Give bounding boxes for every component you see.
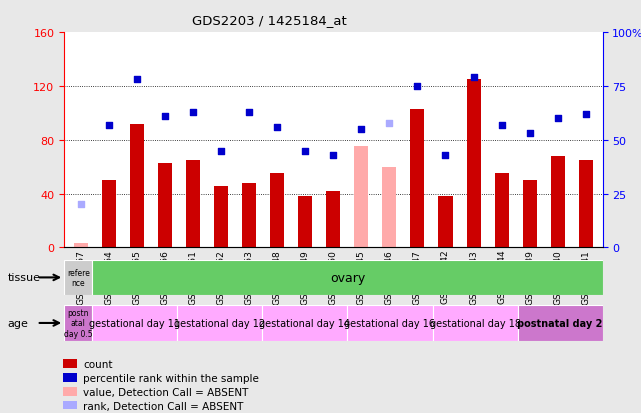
Bar — [214, 186, 228, 248]
Point — [496, 122, 506, 129]
Text: postn
atal
day 0.5: postn atal day 0.5 — [64, 309, 92, 338]
Bar — [410, 109, 424, 248]
Text: gestational day 16: gestational day 16 — [344, 318, 435, 328]
Bar — [495, 174, 508, 248]
Bar — [522, 180, 537, 248]
Bar — [551, 157, 565, 248]
Text: gestational day 11: gestational day 11 — [90, 318, 181, 328]
Bar — [262, 306, 347, 341]
Bar — [64, 260, 92, 295]
Bar — [271, 174, 284, 248]
Text: count: count — [83, 359, 113, 369]
Point — [469, 75, 479, 81]
Bar — [383, 167, 396, 248]
Text: gestational day 12: gestational day 12 — [174, 318, 265, 328]
Bar — [64, 306, 92, 341]
Bar — [517, 306, 603, 341]
Point — [160, 114, 171, 120]
Point — [553, 116, 563, 122]
Point — [104, 122, 114, 129]
Bar — [92, 306, 178, 341]
Text: tissue: tissue — [8, 273, 40, 282]
Text: value, Detection Call = ABSENT: value, Detection Call = ABSENT — [83, 387, 249, 396]
Point — [581, 112, 591, 118]
Point — [188, 109, 198, 116]
Bar — [467, 80, 481, 248]
Text: postnatal day 2: postnatal day 2 — [517, 318, 603, 328]
Point — [524, 131, 535, 137]
Point — [272, 124, 282, 131]
Point — [216, 148, 226, 154]
Bar — [298, 197, 312, 248]
Text: refere
nce: refere nce — [67, 268, 90, 287]
Bar — [354, 147, 369, 248]
Point — [132, 77, 142, 83]
Bar — [74, 244, 88, 248]
Bar — [579, 161, 593, 248]
Text: GDS2203 / 1425184_at: GDS2203 / 1425184_at — [192, 14, 347, 27]
Bar — [102, 180, 116, 248]
Text: percentile rank within the sample: percentile rank within the sample — [83, 373, 259, 383]
Bar — [438, 197, 453, 248]
Bar — [63, 387, 78, 396]
Bar — [63, 359, 78, 368]
Point — [76, 202, 86, 208]
Point — [440, 152, 451, 159]
Bar — [158, 163, 172, 248]
Point — [328, 152, 338, 159]
Point — [356, 126, 367, 133]
Bar — [326, 191, 340, 248]
Bar — [186, 161, 200, 248]
Point — [244, 109, 254, 116]
Text: gestational day 18: gestational day 18 — [429, 318, 520, 328]
Text: ovary: ovary — [330, 271, 365, 284]
Point — [412, 83, 422, 90]
Bar — [63, 401, 78, 411]
Text: gestational day 14: gestational day 14 — [260, 318, 351, 328]
Point — [384, 120, 394, 126]
Point — [300, 148, 310, 154]
Bar — [433, 306, 517, 341]
Bar — [178, 306, 262, 341]
Bar — [347, 306, 433, 341]
Bar — [63, 373, 78, 382]
Bar — [242, 183, 256, 248]
Text: age: age — [8, 318, 29, 328]
Bar — [130, 124, 144, 248]
Text: rank, Detection Call = ABSENT: rank, Detection Call = ABSENT — [83, 401, 244, 411]
